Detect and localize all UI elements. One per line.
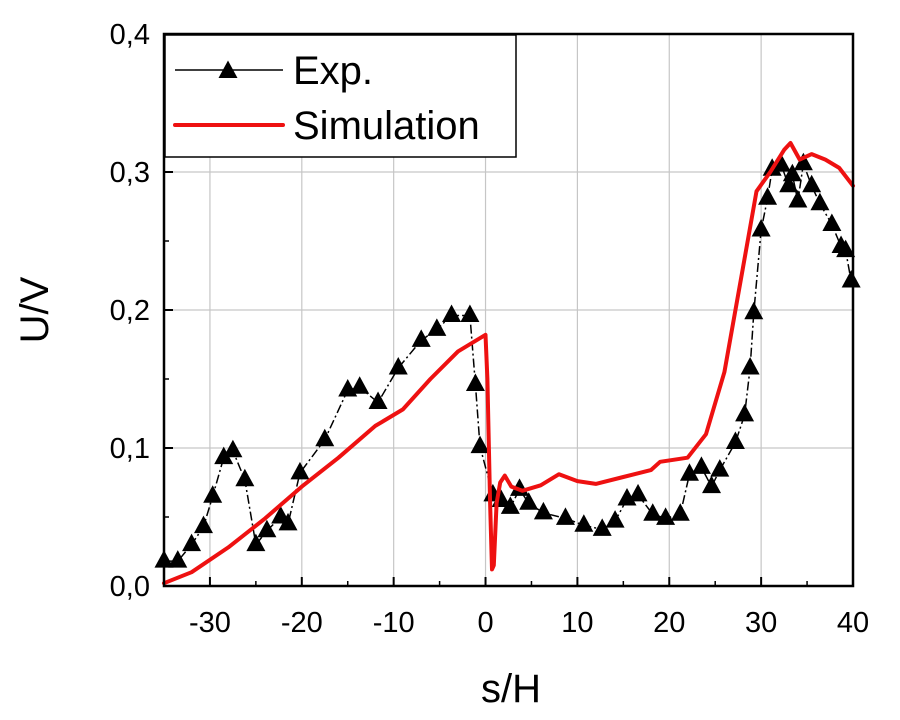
data-point-exp: [628, 483, 648, 502]
plot-series: [154, 141, 861, 586]
data-point-exp: [465, 373, 485, 392]
legend-exp-label: Exp.: [293, 49, 373, 93]
legend-box: [164, 34, 517, 158]
data-point-exp: [290, 461, 310, 480]
series-exp: [154, 152, 861, 568]
y-axis-title: U/V: [13, 276, 57, 343]
data-point-exp: [810, 192, 830, 211]
data-point-exp: [460, 304, 480, 323]
data-point-exp: [246, 533, 266, 552]
data-point-exp: [725, 431, 745, 449]
data-point-exp: [168, 550, 188, 568]
x-axis-title: s/H: [481, 667, 541, 711]
y-tick-label: 0,4: [110, 19, 150, 51]
data-point-exp: [519, 492, 539, 510]
data-point-exp: [605, 510, 625, 528]
data-point-exp: [740, 356, 760, 375]
data-point-exp: [702, 475, 722, 494]
data-point-exp: [442, 304, 462, 323]
data-point-exp: [691, 456, 711, 474]
data-point-exp: [533, 501, 553, 520]
y-tick-label: 0,2: [110, 295, 150, 327]
data-point-exp: [771, 154, 791, 172]
data-point-exp: [793, 152, 813, 171]
data-point-exp: [782, 163, 802, 182]
data-point-exp: [427, 318, 447, 336]
data-point-exp: [194, 515, 214, 534]
x-tick-label: 10: [561, 607, 593, 639]
x-tick-label: -10: [373, 607, 415, 639]
data-point-exp: [315, 428, 335, 447]
data-point-exp: [182, 533, 202, 552]
legend-exp-marker: [218, 60, 238, 78]
data-point-exp: [203, 485, 223, 503]
axis-ticks: -30 -20 -10 0 10 20 30 40 0,0 0,1 0,2 0,3 0,4: [110, 19, 869, 639]
data-point-exp: [779, 174, 799, 193]
data-point-exp: [841, 270, 861, 288]
x-tick-label: -30: [189, 607, 231, 639]
data-point-exp: [214, 446, 234, 465]
data-point-exp: [802, 174, 822, 193]
data-point-exp: [574, 514, 594, 532]
y-tick-label: 0,1: [110, 433, 150, 465]
legend-sim-label: Simulation: [293, 104, 480, 148]
x-tick-label: 40: [837, 607, 869, 639]
data-point-exp: [788, 189, 808, 208]
legend: Exp. Simulation: [164, 34, 517, 158]
data-point-exp: [223, 439, 243, 458]
data-point-exp: [411, 329, 431, 347]
data-point-exp: [278, 512, 298, 531]
data-point-exp: [670, 503, 690, 521]
data-point-exp: [751, 218, 771, 237]
data-point-exp: [822, 213, 842, 231]
data-point-exp: [656, 507, 676, 525]
data-point-exp: [679, 463, 699, 481]
data-point-exp: [710, 459, 730, 477]
data-point-exp: [758, 187, 778, 205]
x-tick-label: 0: [477, 607, 493, 639]
data-point-exp: [592, 518, 612, 536]
x-tick-label: 20: [653, 607, 685, 639]
data-point-exp: [555, 507, 575, 525]
data-point-exp: [735, 403, 755, 422]
y-tick-label: 0,0: [110, 571, 150, 603]
data-point-exp: [500, 496, 520, 514]
data-point-exp: [257, 519, 277, 538]
data-point-exp: [744, 301, 764, 320]
data-point-exp: [836, 239, 856, 258]
data-point-exp: [368, 391, 388, 409]
x-tick-label: -20: [281, 607, 323, 639]
series-simulation-line: [162, 141, 855, 586]
data-point-exp: [388, 356, 408, 375]
data-point-exp: [350, 376, 370, 394]
data-point-exp: [643, 503, 663, 521]
x-tick-label: 30: [745, 607, 777, 639]
data-point-exp: [470, 435, 490, 454]
data-point-exp: [235, 468, 255, 487]
y-tick-label: 0,3: [110, 157, 150, 189]
